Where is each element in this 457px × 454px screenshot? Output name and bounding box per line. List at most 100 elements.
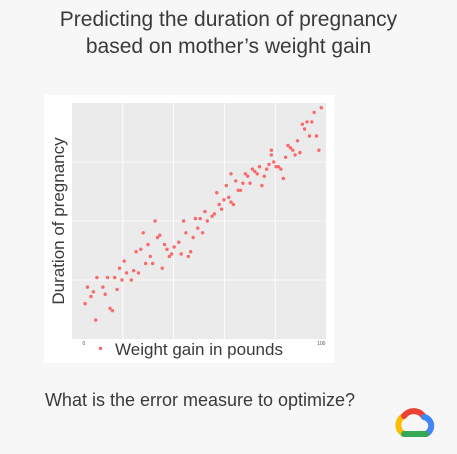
data-point bbox=[177, 240, 181, 244]
data-point bbox=[105, 275, 110, 280]
scatter-chart: 0 100 Duration of pregnancy Weight gain i… bbox=[44, 95, 334, 363]
data-point bbox=[98, 346, 103, 351]
data-point bbox=[153, 219, 157, 223]
x-tick-label: 100 bbox=[317, 341, 326, 347]
data-point bbox=[198, 216, 202, 221]
data-point bbox=[117, 266, 122, 270]
grid-lines bbox=[72, 103, 326, 339]
data-point bbox=[146, 242, 150, 247]
y-axis-label: Duration of pregnancy bbox=[49, 137, 68, 305]
data-point bbox=[155, 235, 160, 240]
data-point bbox=[229, 172, 233, 176]
data-point bbox=[286, 143, 290, 148]
data-point bbox=[139, 247, 143, 251]
data-point bbox=[210, 214, 214, 218]
data-point bbox=[246, 174, 250, 178]
data-point bbox=[170, 252, 174, 256]
data-point bbox=[186, 254, 190, 259]
data-point bbox=[281, 176, 285, 181]
data-point bbox=[115, 287, 119, 292]
data-point bbox=[274, 165, 278, 169]
data-point bbox=[200, 231, 205, 235]
data-point bbox=[151, 261, 155, 266]
data-point bbox=[279, 167, 283, 171]
data-point bbox=[143, 261, 148, 266]
data-point bbox=[305, 120, 309, 124]
data-point bbox=[272, 160, 276, 164]
data-point bbox=[124, 271, 129, 275]
data-point bbox=[172, 245, 176, 249]
data-point bbox=[83, 301, 87, 306]
data-point bbox=[227, 195, 231, 200]
data-point bbox=[288, 146, 293, 150]
data-point bbox=[241, 181, 245, 185]
data-point bbox=[291, 148, 295, 152]
data-point bbox=[95, 275, 99, 280]
data-point bbox=[184, 231, 188, 235]
data-point bbox=[231, 202, 236, 207]
data-point bbox=[103, 292, 107, 296]
data-point bbox=[113, 275, 117, 280]
data-point bbox=[129, 278, 133, 282]
data-point bbox=[243, 172, 247, 176]
x-tick-label: 0 bbox=[83, 341, 86, 347]
data-point bbox=[222, 198, 226, 202]
slide-title-line-2: based on mother’s weight gain bbox=[85, 35, 372, 58]
data-point bbox=[283, 155, 288, 159]
google-cloud-logo-icon bbox=[392, 406, 436, 440]
data-point bbox=[203, 209, 207, 214]
data-point bbox=[267, 162, 271, 167]
data-point bbox=[212, 212, 217, 216]
data-point bbox=[300, 122, 304, 126]
data-point bbox=[191, 235, 195, 240]
data-point bbox=[253, 169, 257, 174]
data-point bbox=[120, 278, 124, 282]
data-point bbox=[276, 165, 281, 169]
data-point bbox=[158, 233, 162, 237]
data-point bbox=[248, 181, 252, 185]
data-point bbox=[134, 250, 138, 254]
data-point bbox=[224, 183, 228, 188]
data-point bbox=[122, 259, 126, 263]
data-point bbox=[91, 290, 96, 294]
data-point bbox=[132, 268, 136, 273]
data-point bbox=[189, 250, 193, 254]
data-point bbox=[205, 219, 209, 223]
data-point bbox=[181, 219, 186, 223]
data-point bbox=[110, 309, 115, 313]
data-point bbox=[229, 200, 233, 204]
data-point bbox=[293, 153, 297, 157]
data-point bbox=[255, 172, 259, 176]
data-point bbox=[148, 254, 152, 259]
data-point bbox=[94, 318, 98, 322]
data-point bbox=[217, 202, 221, 207]
data-point bbox=[302, 127, 307, 131]
data-point bbox=[141, 231, 145, 235]
data-point bbox=[295, 139, 300, 143]
data-point bbox=[307, 134, 312, 138]
data-point bbox=[269, 148, 274, 152]
data-point bbox=[319, 106, 323, 110]
data-point bbox=[298, 150, 302, 155]
data-point bbox=[160, 266, 164, 270]
data-point bbox=[101, 285, 105, 289]
data-point bbox=[265, 167, 269, 171]
data-point bbox=[238, 188, 243, 192]
data-point bbox=[310, 120, 314, 124]
data-point bbox=[250, 167, 255, 171]
x-axis-label: Weight gain in pounds bbox=[115, 340, 283, 359]
data-point bbox=[85, 285, 90, 289]
question-text: What is the error measure to optimize? bbox=[44, 390, 356, 410]
data-points bbox=[83, 106, 323, 351]
slide-title: Predicting the duration of pregnancy bas… bbox=[0, 6, 457, 60]
data-point bbox=[162, 242, 167, 247]
data-point bbox=[257, 165, 262, 169]
slide-title-line-1: Predicting the duration of pregnancy bbox=[59, 8, 398, 31]
data-point bbox=[219, 207, 224, 211]
x-tick-labels: 0 100 bbox=[83, 341, 326, 347]
data-point bbox=[196, 226, 200, 230]
data-point bbox=[262, 174, 266, 178]
data-point bbox=[108, 306, 112, 310]
data-point bbox=[136, 271, 141, 275]
